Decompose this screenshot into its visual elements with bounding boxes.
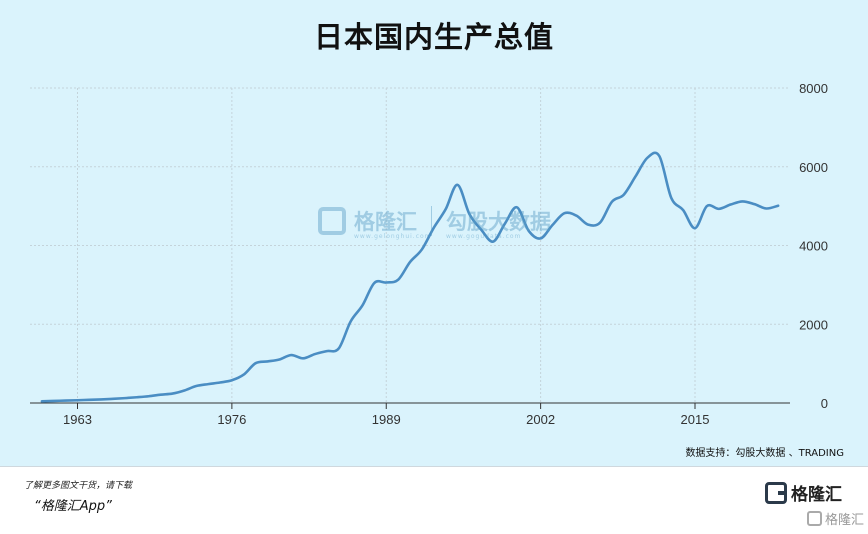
- data-point: [301, 356, 305, 360]
- data-point: [729, 203, 733, 207]
- data-point: [705, 204, 709, 208]
- data-point: [135, 395, 139, 399]
- data-point: [776, 204, 780, 208]
- watermark-brand: 格隆汇: [354, 210, 417, 234]
- data-point: [634, 174, 638, 178]
- watermark: 格隆汇 www.gelonghui.com 勾股大数据 www.gogudata…: [318, 206, 551, 240]
- x-tick-label: 1963: [63, 412, 92, 427]
- y-tick-label: 2000: [799, 317, 828, 332]
- x-tick-label: 2002: [526, 412, 555, 427]
- data-point: [182, 388, 186, 392]
- data-point: [123, 396, 127, 400]
- data-point: [111, 397, 115, 401]
- corner-logo-icon: [806, 511, 822, 526]
- footer-app-name: “格隆汇App”: [34, 499, 112, 514]
- data-point: [194, 384, 198, 388]
- data-point: [610, 200, 614, 204]
- watermark-data-sub: www.gogudata.com: [446, 233, 522, 240]
- data-point: [40, 399, 44, 403]
- corner-watermark: 格隆汇: [806, 509, 864, 528]
- data-point: [764, 206, 768, 210]
- watermark-brand-sub: www.gelonghui.com: [354, 233, 432, 240]
- footer-brand-logo: 格隆汇: [765, 480, 842, 505]
- footer-download-prompt: 了解更多图文干货，请下载: [24, 481, 133, 491]
- chart-title: 日本国内生产总值: [313, 20, 554, 54]
- x-tick-label: 1989: [372, 412, 401, 427]
- data-point: [99, 397, 103, 401]
- data-point: [669, 196, 673, 200]
- chart-svg: 0 2000 4000 6000 8000 1963 1976 1989 2002 2015: [30, 81, 828, 427]
- data-point: [64, 399, 68, 403]
- axes: [30, 402, 790, 409]
- data-point: [159, 393, 163, 397]
- x-tick-label: 2015: [681, 412, 710, 427]
- data-point: [562, 211, 566, 215]
- data-point: [574, 214, 578, 218]
- series-line: [40, 151, 780, 403]
- data-point: [76, 398, 80, 402]
- x-tick-label: 1976: [217, 412, 246, 427]
- tick-labels: 0 2000 4000 6000 8000 1963 1976 1989 2002 2015: [63, 81, 828, 427]
- gelonghui-watermark-icon: [318, 207, 346, 235]
- data-point: [622, 193, 626, 197]
- data-series: [40, 151, 780, 403]
- data-point: [87, 398, 91, 402]
- y-tick-label: 6000: [799, 160, 828, 175]
- data-point: [254, 361, 258, 365]
- data-point: [681, 208, 685, 212]
- data-point: [752, 202, 756, 206]
- data-point: [396, 278, 400, 282]
- data-point: [456, 183, 460, 187]
- data-point: [372, 281, 376, 285]
- data-point: [242, 373, 246, 377]
- source-credit: 数据支持：勾股大数据 、TRADING: [685, 448, 844, 459]
- data-point: [277, 357, 281, 361]
- data-point: [313, 352, 317, 356]
- data-point: [218, 380, 222, 384]
- data-point: [206, 382, 210, 386]
- watermark-data-brand: 勾股大数据: [446, 210, 551, 234]
- data-point: [539, 236, 543, 240]
- corner-mark-text: 格隆汇: [824, 513, 864, 528]
- data-point: [266, 359, 270, 363]
- data-point: [420, 247, 424, 251]
- data-point: [147, 394, 151, 398]
- data-point: [230, 378, 234, 382]
- gelonghui-logo-icon: [765, 481, 787, 504]
- data-point: [349, 319, 353, 323]
- footer-brand-text: 格隆汇: [791, 485, 842, 505]
- data-point: [586, 223, 590, 227]
- y-tick-label: 8000: [799, 81, 828, 96]
- data-point: [384, 281, 388, 285]
- watermark-separator: [431, 206, 432, 236]
- data-point: [52, 399, 56, 403]
- data-point: [646, 156, 650, 160]
- data-point: [491, 240, 495, 244]
- data-point: [693, 226, 697, 230]
- data-point: [408, 260, 412, 264]
- footer-divider: [0, 466, 868, 467]
- data-point: [551, 223, 555, 227]
- data-point: [289, 353, 293, 357]
- data-point: [325, 349, 329, 353]
- grid-lines: [30, 87, 790, 403]
- data-point: [361, 303, 365, 307]
- footer: 了解更多图文干货，请下载 “格隆汇App” 格隆汇 格隆汇: [0, 467, 868, 534]
- y-tick-label: 0: [821, 396, 828, 411]
- data-point: [598, 221, 602, 225]
- data-point: [337, 346, 341, 350]
- data-point: [657, 154, 661, 158]
- y-tick-label: 4000: [799, 239, 828, 254]
- data-point: [171, 392, 175, 396]
- data-point: [741, 199, 745, 203]
- data-point: [717, 207, 721, 211]
